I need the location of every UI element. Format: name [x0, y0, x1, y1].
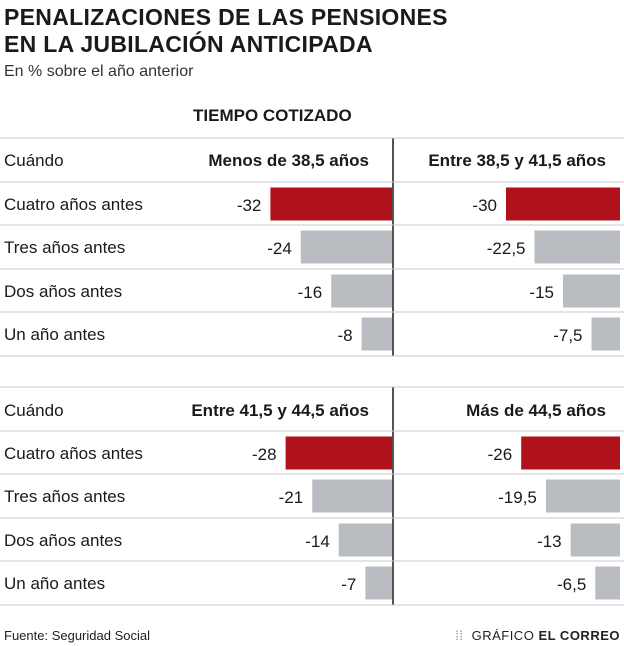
bar-value-label: -22,5	[487, 239, 526, 258]
category-label: Tres años antes	[4, 487, 125, 506]
credit-brand: EL CORREO	[538, 628, 620, 643]
chart-title: PENALIZACIONES DE LAS PENSIONES EN LA JU…	[4, 4, 604, 58]
bar	[331, 274, 392, 308]
bar	[285, 436, 392, 470]
chart-subtitle: En % sobre el año anterior	[4, 63, 194, 80]
source-note: Fuente: Seguridad Social	[4, 628, 150, 643]
bar-value-label: -24	[267, 239, 292, 258]
bar-value-label: -7	[341, 575, 356, 594]
bar	[312, 479, 392, 513]
bar	[338, 523, 392, 557]
bar	[270, 187, 392, 221]
bar-value-label: -16	[298, 283, 323, 302]
title-line-2: EN LA JUBILACIÓN ANTICIPADA	[4, 31, 373, 57]
bar-value-label: -30	[472, 196, 497, 215]
bar	[521, 436, 620, 470]
bar	[300, 230, 392, 264]
bar-value-label: -21	[279, 488, 304, 507]
panel-title: Entre 38,5 y 41,5 años	[428, 151, 606, 170]
bar	[570, 523, 620, 557]
section-header: TIEMPO COTIZADO	[193, 106, 352, 125]
title-line-1: PENALIZACIONES DE LAS PENSIONES	[4, 4, 448, 30]
category-label: Tres años antes	[4, 238, 125, 257]
bar-value-label: -8	[337, 326, 352, 345]
bar-value-label: -32	[237, 196, 262, 215]
bar	[563, 274, 620, 308]
credit-prefix: GRÁFICO	[471, 628, 535, 643]
row-header-label: Cuándo	[4, 151, 64, 170]
panel-title: Entre 41,5 y 44,5 años	[191, 401, 369, 420]
bar	[506, 187, 620, 221]
category-label: Dos años antes	[4, 531, 122, 550]
panel-title: Menos de 38,5 años	[208, 151, 369, 170]
row-header-label: Cuándo	[4, 401, 64, 420]
bar	[534, 230, 620, 264]
bar-value-label: -26	[488, 445, 513, 464]
category-label: Cuatro años antes	[4, 195, 143, 214]
bar	[361, 317, 392, 351]
credit: ⁞⁞ GRÁFICO EL CORREO	[455, 628, 620, 643]
bar-value-label: -19,5	[498, 488, 537, 507]
category-label: Cuatro años antes	[4, 444, 143, 463]
bar-value-label: -13	[537, 532, 562, 551]
bar	[591, 317, 620, 351]
bar	[595, 566, 620, 600]
bar	[545, 479, 620, 513]
credit-dots-icon: ⁞⁞	[455, 628, 464, 643]
panel-title: Más de 44,5 años	[466, 401, 606, 420]
bar	[365, 566, 392, 600]
bar-value-label: -6,5	[557, 575, 586, 594]
category-label: Un año antes	[4, 574, 105, 593]
bar-value-label: -14	[305, 532, 330, 551]
category-label: Dos años antes	[4, 282, 122, 301]
bar-value-label: -28	[252, 445, 277, 464]
bar-value-label: -15	[529, 283, 554, 302]
category-label: Un año antes	[4, 325, 105, 344]
bar-value-label: -7,5	[553, 326, 582, 345]
